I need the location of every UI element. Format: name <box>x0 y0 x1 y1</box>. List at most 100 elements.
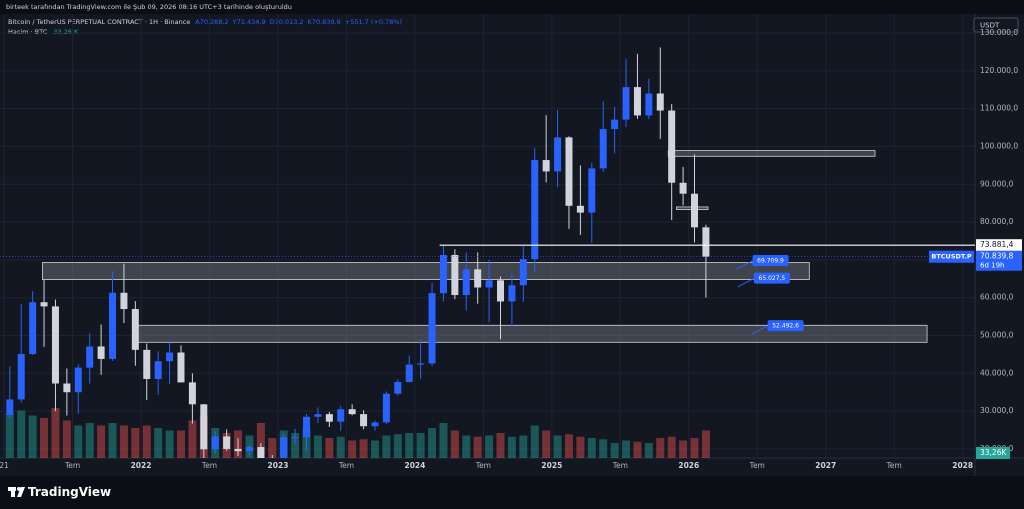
candle-body <box>405 364 413 383</box>
candle-body <box>382 393 390 423</box>
volume-bar <box>108 423 117 458</box>
volume-bar <box>176 430 185 458</box>
volume-bar <box>530 425 539 458</box>
volume-bar <box>382 435 391 458</box>
volume-bar <box>393 434 402 458</box>
candle-body <box>622 87 630 120</box>
volume-bar <box>542 430 551 458</box>
candle-body <box>314 414 322 417</box>
volume-bar <box>622 440 631 458</box>
volume-bar <box>416 433 425 458</box>
legend-ohlc: Y71.434,9 <box>232 18 266 26</box>
last-price-label: 70.839,8 <box>980 252 1014 261</box>
volume-bar <box>701 430 710 458</box>
candle-body <box>588 168 596 213</box>
candle-body <box>348 409 356 415</box>
volume-bar <box>74 425 83 458</box>
legend-ohlc: A70.288,2 <box>195 18 228 26</box>
candle-body <box>177 352 185 383</box>
volume-bar <box>97 425 106 458</box>
legend-ohlc: D70.013,2 <box>270 18 304 26</box>
x-tick-label: 2023 <box>268 461 289 470</box>
callout-label: 52.492,6 <box>772 323 799 330</box>
candle-body <box>611 119 619 130</box>
y-tick-label: 80.000,0 <box>980 217 1014 226</box>
candle-body <box>702 227 710 257</box>
volume-bar <box>165 430 174 458</box>
volume-bar <box>667 436 676 458</box>
callout-label: 69.709,9 <box>757 257 784 264</box>
level-label: 73.881,4 <box>980 240 1014 249</box>
candle-body <box>120 292 128 310</box>
candle-body <box>166 352 174 362</box>
volume-bar <box>405 433 414 458</box>
volume-bar <box>485 435 494 458</box>
x-tick-label: Tem <box>749 461 765 470</box>
candle-body <box>154 361 162 379</box>
y-tick-label: 30.000,0 <box>980 406 1014 415</box>
candle-body <box>40 302 48 307</box>
candle-body <box>97 346 105 359</box>
candle-body <box>691 193 699 228</box>
candle-body <box>245 447 253 452</box>
candle-body <box>656 93 664 111</box>
callout-pointer <box>736 260 753 270</box>
candle-body <box>417 363 425 365</box>
candle-body <box>211 436 219 450</box>
candle-body <box>280 437 288 458</box>
volume-bar <box>17 410 26 458</box>
countdown: 6d 19h <box>980 262 1004 270</box>
callout-pointer <box>737 278 755 288</box>
candle-body <box>462 269 470 296</box>
y-tick-label: 130.000,0 <box>980 28 1018 37</box>
volume-bar <box>690 438 699 458</box>
volume-bar <box>644 443 653 458</box>
candle-body <box>599 129 607 169</box>
candle-body <box>303 416 311 438</box>
volume-bar <box>268 438 277 458</box>
volume-bar <box>313 435 322 458</box>
brand: TradingView <box>28 485 111 499</box>
candle-body <box>519 259 527 286</box>
volume-bar <box>131 428 140 458</box>
candle-body <box>86 346 94 368</box>
volume-bar <box>450 430 459 458</box>
volume-title: Hacim · BTC <box>8 28 48 36</box>
candle-body <box>360 414 368 427</box>
volume-bar <box>519 435 528 458</box>
volume-bar <box>507 436 516 458</box>
candle-body <box>200 404 208 450</box>
x-tick-label: 2027 <box>815 461 836 470</box>
volume-bar <box>610 443 619 458</box>
y-tick-label: 90.000,0 <box>980 179 1014 188</box>
volume-bar <box>62 420 71 458</box>
volume-bar <box>336 436 345 458</box>
x-tick-label: Tem <box>201 461 217 470</box>
volume-badge: 33,26K <box>980 448 1007 457</box>
callout-box <box>753 272 790 284</box>
zone <box>132 324 928 343</box>
volume-bar <box>462 435 471 458</box>
callout-box <box>767 320 804 332</box>
zone <box>667 150 876 157</box>
volume-bar <box>28 415 37 458</box>
candle-body <box>645 93 653 116</box>
volume-bar <box>119 425 128 458</box>
currency-box[interactable] <box>973 17 1019 33</box>
candle-body <box>109 292 117 359</box>
candle-body <box>428 293 436 364</box>
volume-bar <box>439 423 448 458</box>
candle-body <box>17 354 25 400</box>
x-tick-label: Tem <box>64 461 80 470</box>
volume-bar <box>359 439 368 458</box>
currency[interactable]: USDT <box>980 22 1000 30</box>
candle-body <box>223 436 231 449</box>
candle-body <box>474 269 482 288</box>
legend-ohlc: +551,7 (+0,78%) <box>345 18 402 26</box>
volume-bar <box>599 439 608 458</box>
x-tick-label: 2028 <box>952 461 973 470</box>
volume-bar <box>576 436 585 458</box>
volume-bar <box>256 423 265 458</box>
candle-body <box>668 110 676 183</box>
